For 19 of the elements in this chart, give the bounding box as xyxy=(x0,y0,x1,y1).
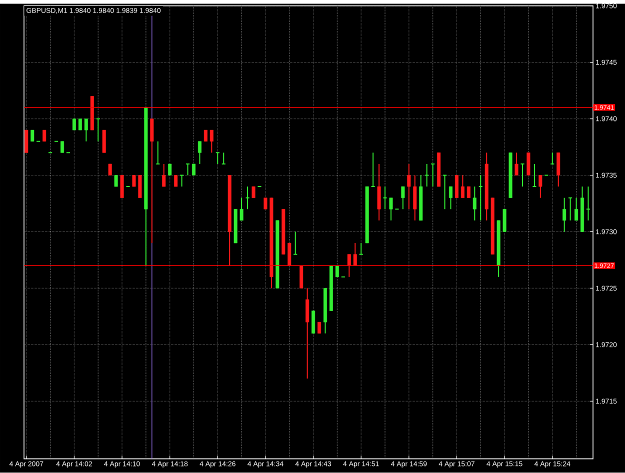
candlestick xyxy=(240,197,244,222)
candlestick xyxy=(520,164,525,188)
candlestick xyxy=(162,164,166,188)
candlestick xyxy=(401,186,405,210)
candlestick xyxy=(389,197,393,222)
candlestick xyxy=(108,164,112,176)
candlestick xyxy=(114,174,118,188)
candlestick xyxy=(174,174,178,188)
candlestick xyxy=(168,164,172,176)
candlestick xyxy=(30,130,34,142)
candlestick xyxy=(84,118,88,142)
candlestick xyxy=(466,186,470,198)
candlestick xyxy=(78,118,82,131)
candlestick xyxy=(252,186,256,198)
candlestick xyxy=(538,174,542,198)
candlestick xyxy=(42,130,46,142)
candlestick xyxy=(210,130,214,154)
candlestick xyxy=(132,174,136,188)
candlestick xyxy=(264,197,268,210)
